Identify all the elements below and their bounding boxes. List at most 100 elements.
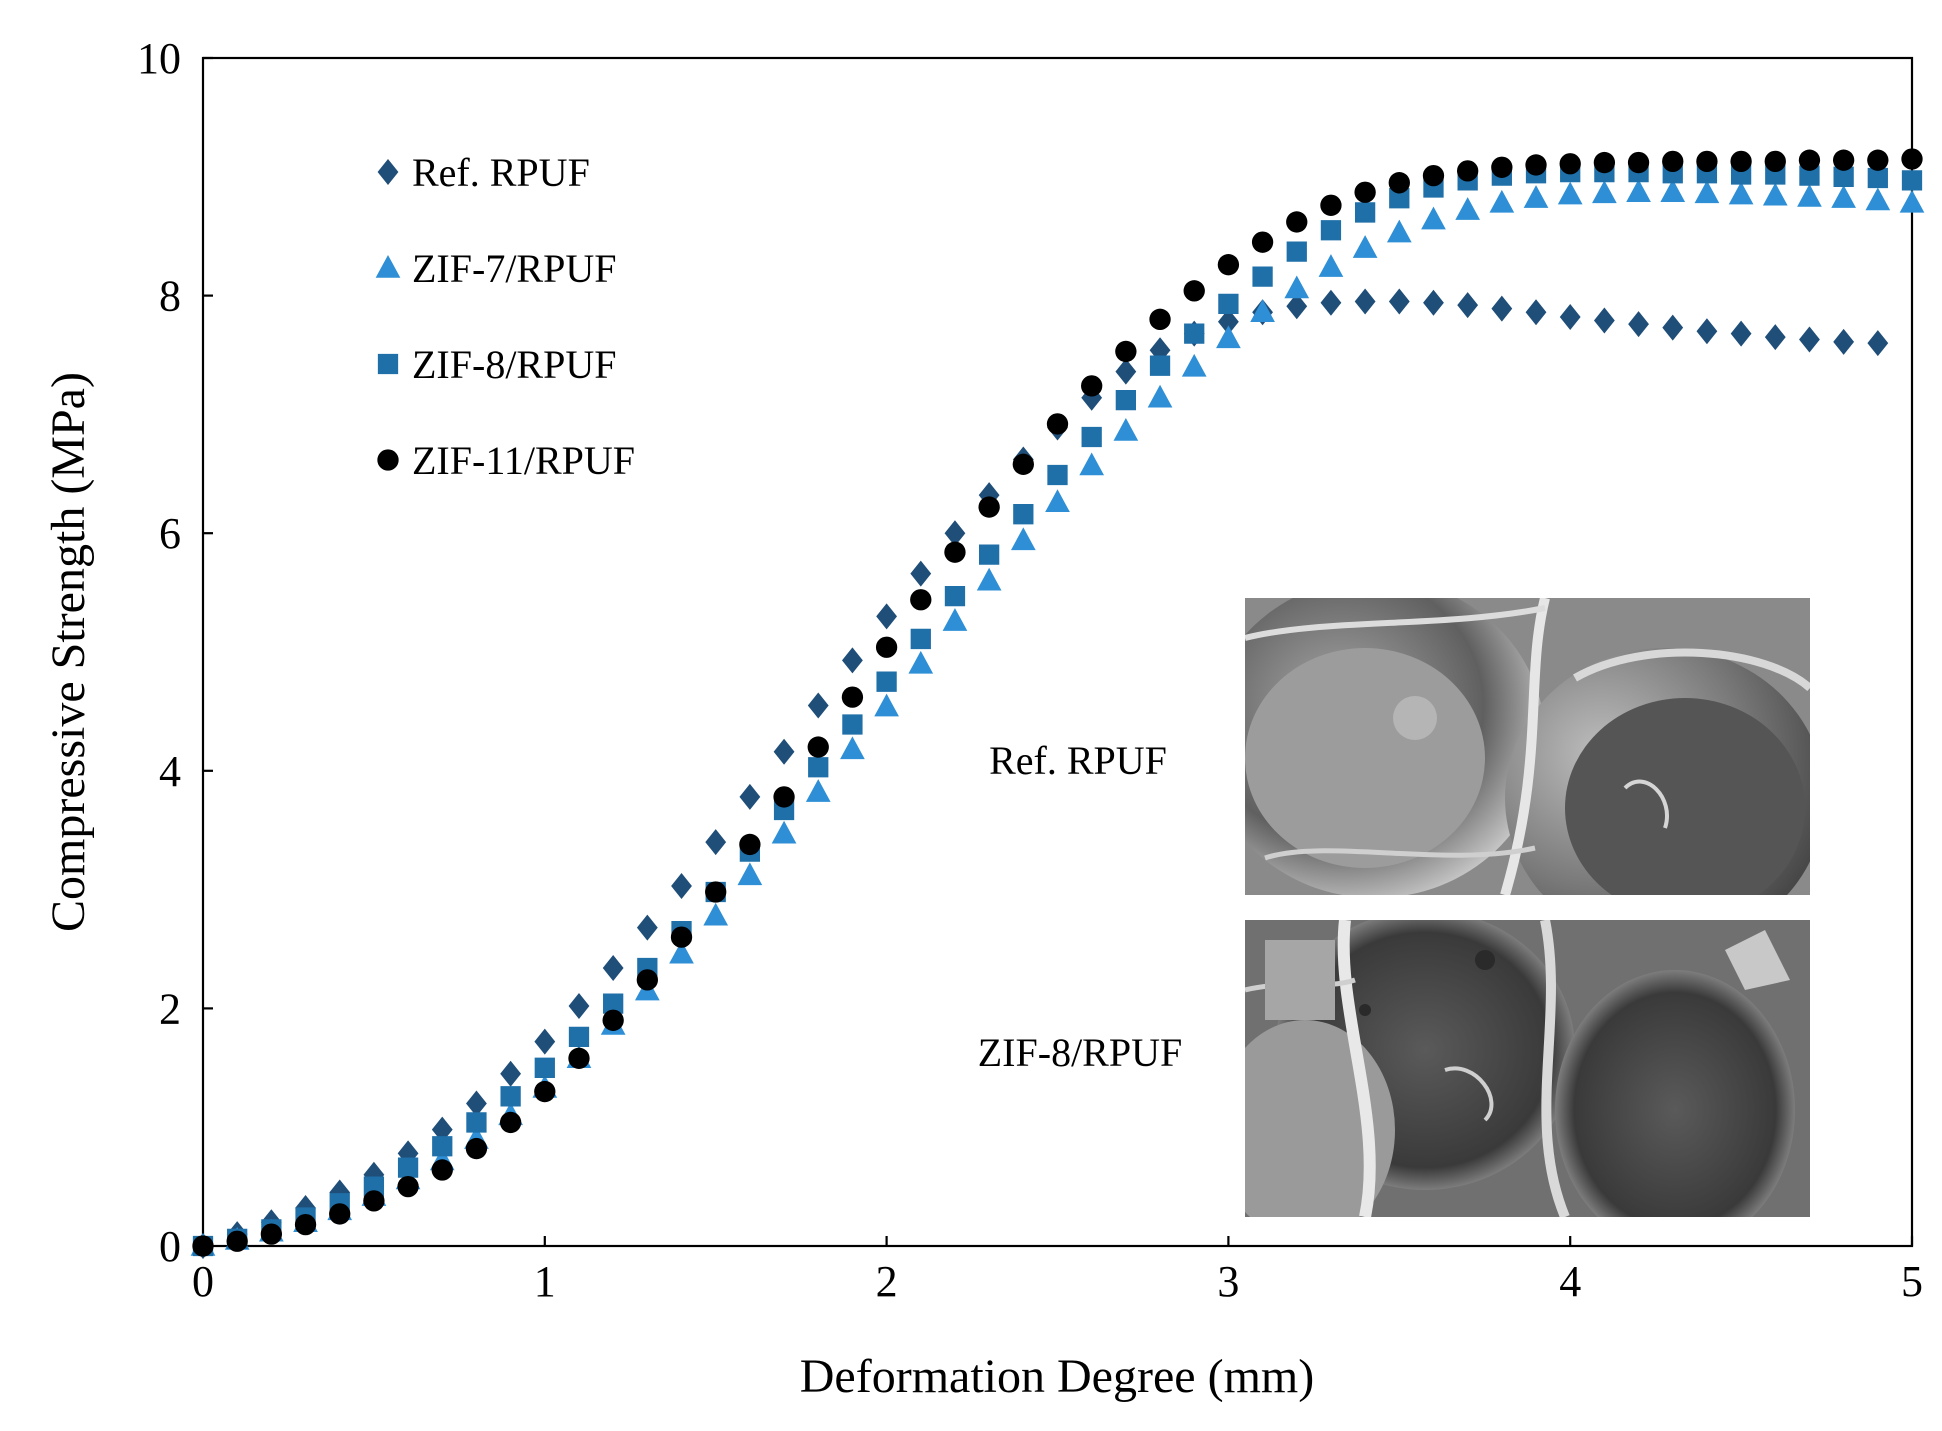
data-point-zif11-rpuf — [1867, 149, 1889, 171]
data-point-zif11-rpuf — [875, 636, 898, 658]
data-point-zif7-rpuf — [1489, 189, 1515, 213]
data-point-zif11-rpuf — [739, 833, 761, 856]
data-point-zif7-rpuf — [1318, 254, 1344, 277]
data-point-ref-rpuf — [1593, 307, 1615, 334]
plot-area — [201, 56, 1914, 1248]
data-point-zif11-rpuf — [226, 1230, 248, 1252]
legend: Ref. RPUF ZIF-7/RPUF ZIF-8/RPUF ZIF-11/R… — [375, 150, 635, 483]
data-point-zif8-rpuf — [603, 993, 624, 1014]
data-point-zif8-rpuf — [1354, 202, 1376, 223]
data-point-ref-rpuf — [1799, 326, 1820, 353]
data-point-ref-rpuf — [1491, 295, 1513, 322]
data-point-zif11-rpuf — [192, 1235, 214, 1257]
data-point-zif8-rpuf — [1833, 166, 1854, 187]
data-point-zif7-rpuf — [1728, 181, 1754, 205]
data-point-zif11-rpuf — [910, 589, 932, 611]
data-point-ref-rpuf — [466, 1090, 487, 1117]
data-point-zif11-rpuf — [1320, 194, 1342, 217]
data-point-zif11-rpuf — [636, 969, 658, 991]
data-point-zif11-rpuf — [1115, 340, 1137, 363]
data-point-ref-rpuf — [1218, 308, 1239, 335]
data-point-zif11-rpuf — [944, 541, 966, 563]
data-point-zif7-rpuf — [1762, 182, 1788, 206]
data-point-zif11-rpuf — [1593, 151, 1616, 174]
data-point-zif7-rpuf — [737, 862, 763, 886]
data-point-zif7-rpuf — [1216, 325, 1241, 349]
data-point-zif8-rpuf — [568, 1026, 590, 1048]
data-point-zif11-rpuf — [397, 1175, 419, 1198]
legend-marker-zif7-rpuf — [375, 255, 401, 278]
data-point-ref-rpuf — [1457, 292, 1479, 319]
data-point-zif11-rpuf — [1457, 160, 1479, 182]
data-series — [190, 148, 1925, 1259]
data-point-zif11-rpuf — [1354, 181, 1376, 203]
legend-marker-ref-rpuf — [377, 159, 399, 185]
data-point-zif7-rpuf — [874, 693, 899, 717]
data-point-zif11-rpuf — [1046, 413, 1069, 435]
data-point-zif11-rpuf — [363, 1190, 385, 1212]
data-point-zif11-rpuf — [1081, 375, 1103, 397]
data-point-ref-rpuf — [1696, 318, 1718, 345]
legend-marker-zif11-rpuf — [377, 449, 399, 471]
inset-label-ref-rpuf: Ref. RPUF — [989, 738, 1167, 783]
data-point-ref-rpuf — [1628, 311, 1649, 338]
data-point-zif7-rpuf — [1831, 185, 1856, 208]
data-point-ref-rpuf — [1423, 289, 1444, 316]
data-point-zif7-rpuf — [669, 940, 694, 964]
data-point-zif7-rpuf — [1147, 384, 1173, 408]
data-point-ref-rpuf — [705, 829, 727, 856]
data-point-zif11-rpuf — [1696, 150, 1718, 173]
data-point-zif8-rpuf — [1184, 323, 1205, 344]
data-point-ref-rpuf — [1559, 303, 1581, 330]
data-point-zif11-rpuf — [1183, 280, 1205, 302]
data-point-zif7-rpuf — [840, 736, 865, 760]
data-point-zif11-rpuf — [602, 1009, 624, 1031]
data-point-zif7-rpuf — [1626, 179, 1651, 202]
data-point-ref-rpuf — [773, 738, 795, 765]
data-point-zif11-rpuf — [1559, 153, 1581, 175]
data-point-ref-rpuf — [568, 993, 590, 1020]
data-point-zif7-rpuf — [1523, 185, 1549, 208]
data-point-zif11-rpuf — [807, 736, 829, 758]
data-point-ref-rpuf — [1764, 324, 1786, 351]
data-point-zif8-rpuf — [876, 671, 897, 692]
data-point-zif11-rpuf — [1627, 151, 1650, 174]
data-point-ref-rpuf — [500, 1060, 522, 1087]
y-tick-label: 2 — [159, 984, 181, 1033]
data-point-zif8-rpuf — [500, 1086, 521, 1107]
data-point-ref-rpuf — [876, 603, 897, 630]
data-point-zif11-rpuf — [294, 1213, 317, 1236]
data-point-zif11-rpuf — [841, 686, 864, 708]
legend-item-ref-rpuf: Ref. RPUF — [377, 150, 590, 195]
data-point-zif8-rpuf — [1389, 188, 1410, 209]
legend-item-zif7-rpuf: ZIF-7/RPUF — [375, 246, 617, 291]
data-point-zif11-rpuf — [1388, 172, 1410, 194]
data-point-zif7-rpuf — [1386, 219, 1412, 243]
data-point-zif8-rpuf — [1218, 293, 1239, 315]
data-point-zif8-rpuf — [397, 1157, 419, 1178]
data-point-ref-rpuf — [1388, 288, 1410, 315]
data-point-zif8-rpuf — [1867, 167, 1888, 189]
data-point-zif7-rpuf — [976, 567, 1002, 591]
data-point-zif8-rpuf — [1286, 241, 1307, 262]
legend-label-zif7-rpuf: ZIF-7/RPUF — [412, 246, 617, 291]
data-point-ref-rpuf — [534, 1028, 556, 1055]
legend-item-zif8-rpuf: ZIF-8/RPUF — [377, 342, 617, 387]
x-tick-label: 3 — [1217, 1257, 1239, 1306]
data-point-zif11-rpuf — [1730, 150, 1752, 173]
data-point-zif11-rpuf — [1525, 154, 1547, 176]
x-tick-label: 1 — [534, 1257, 556, 1306]
legend-label-zif11-rpuf: ZIF-11/RPUF — [412, 438, 635, 483]
data-point-ref-rpuf — [842, 647, 863, 674]
data-point-zif7-rpuf — [1352, 235, 1378, 258]
data-point-zif7-rpuf — [1899, 189, 1925, 213]
data-point-zif8-rpuf — [1799, 165, 1820, 186]
data-point-zif11-rpuf — [329, 1203, 351, 1225]
data-point-zif11-rpuf — [773, 786, 795, 808]
data-point-zif11-rpuf — [1149, 308, 1171, 331]
data-point-zif7-rpuf — [1010, 527, 1036, 551]
data-point-zif7-rpuf — [703, 902, 729, 926]
data-point-zif7-rpuf — [1592, 180, 1617, 204]
data-point-zif7-rpuf — [1797, 183, 1822, 207]
